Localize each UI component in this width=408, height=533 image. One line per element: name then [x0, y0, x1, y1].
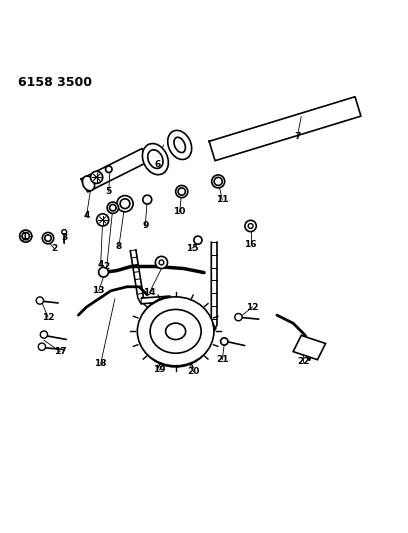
Text: 19: 19 [153, 365, 166, 374]
Polygon shape [81, 149, 149, 192]
Text: 15: 15 [186, 244, 198, 253]
Text: 14: 14 [143, 288, 155, 297]
Ellipse shape [20, 230, 32, 242]
Circle shape [245, 220, 256, 232]
Text: 13: 13 [92, 286, 105, 295]
Circle shape [99, 268, 109, 277]
Ellipse shape [212, 175, 225, 188]
Ellipse shape [150, 310, 201, 353]
Polygon shape [209, 97, 361, 161]
Text: 1: 1 [20, 232, 27, 240]
Circle shape [155, 256, 168, 269]
Ellipse shape [91, 171, 103, 183]
Ellipse shape [166, 323, 186, 340]
Circle shape [110, 205, 116, 211]
Circle shape [45, 235, 51, 241]
Text: 5: 5 [106, 187, 112, 196]
Text: 2: 2 [104, 262, 110, 271]
Polygon shape [293, 335, 326, 360]
Ellipse shape [142, 143, 169, 175]
Circle shape [22, 232, 29, 240]
Ellipse shape [148, 150, 163, 168]
Circle shape [248, 223, 253, 229]
Text: 7: 7 [294, 132, 300, 141]
Text: 12: 12 [42, 313, 54, 321]
Text: 6: 6 [154, 160, 160, 169]
Text: 21: 21 [216, 355, 228, 364]
Circle shape [120, 199, 130, 208]
Text: 4: 4 [98, 260, 104, 269]
Ellipse shape [42, 232, 54, 244]
Ellipse shape [143, 195, 152, 204]
Ellipse shape [174, 138, 185, 152]
Circle shape [62, 230, 67, 235]
Circle shape [214, 177, 222, 185]
Text: 18: 18 [94, 359, 107, 368]
Text: 4: 4 [83, 212, 90, 220]
Text: 10: 10 [173, 207, 186, 216]
Text: 20: 20 [188, 367, 200, 376]
Ellipse shape [117, 196, 133, 212]
Circle shape [194, 236, 202, 244]
Ellipse shape [175, 185, 188, 198]
Ellipse shape [137, 297, 214, 366]
Text: 3: 3 [61, 233, 67, 242]
Text: 8: 8 [116, 242, 122, 251]
Text: 17: 17 [54, 347, 67, 356]
Ellipse shape [82, 176, 95, 191]
Circle shape [159, 260, 164, 265]
Text: 22: 22 [297, 357, 310, 366]
Text: 2: 2 [51, 244, 57, 253]
Circle shape [40, 331, 48, 338]
Ellipse shape [168, 131, 192, 159]
Text: 6158 3500: 6158 3500 [18, 76, 92, 88]
Circle shape [221, 338, 228, 345]
Text: 11: 11 [216, 195, 228, 204]
Ellipse shape [107, 202, 118, 213]
Text: 9: 9 [142, 222, 149, 230]
Circle shape [106, 166, 112, 173]
Circle shape [38, 343, 46, 350]
Text: 16: 16 [244, 240, 257, 249]
Circle shape [36, 297, 44, 304]
Text: 12: 12 [246, 303, 259, 311]
Circle shape [235, 313, 242, 321]
Circle shape [178, 188, 185, 195]
Ellipse shape [97, 214, 109, 226]
